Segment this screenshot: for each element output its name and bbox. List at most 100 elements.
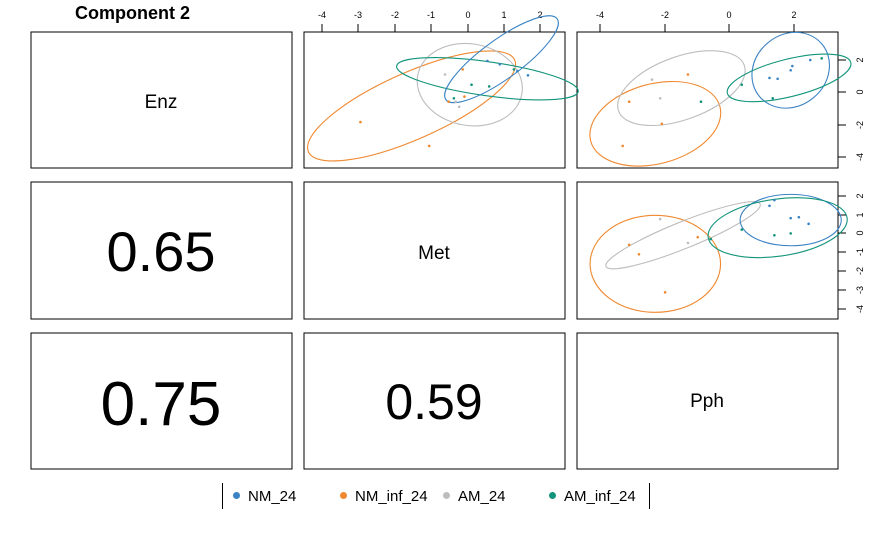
top-axis-met: -4 -3 -2 -1 0 1 2: [318, 10, 543, 33]
scatter-point-nm-24: [526, 74, 530, 77]
pairs-plot-canvas: Enz Met Pph 0.65 0.75 0.59 -4 -3 -2 -1 0…: [30, 10, 865, 470]
right-axis-met-tick: 0: [855, 230, 865, 235]
diagonal-label-enz: Enz: [145, 92, 178, 113]
scatter-point-am-inf-24: [771, 97, 775, 100]
confidence-ellipse-am-inf-24: [396, 57, 579, 101]
panel-frame-r1c3: [576, 31, 839, 169]
diagonal-label-pph: Pph: [690, 391, 724, 412]
scatter-point-nm-24: [776, 77, 779, 81]
scatter-point-am-24: [443, 73, 447, 76]
scatter-point-am-inf-24: [699, 100, 703, 103]
scatter-point-nm-24: [773, 198, 776, 202]
scatter-point-nm-inf-24: [461, 68, 465, 71]
scatter-point-nm-inf-24: [463, 95, 466, 98]
top-axis-met-tick: 0: [465, 10, 470, 20]
scatter-point-nm-24: [797, 215, 801, 219]
confidence-ellipse-am-inf-24: [707, 197, 848, 259]
panel-frame-r2c1: [30, 181, 293, 320]
legend: NM_24 NM_inf_24 AM_24 AM_inf_24: [222, 483, 650, 509]
scatter-point-nm-24: [789, 68, 792, 72]
right-axis-met-tick: 1: [855, 212, 865, 217]
panel-frame-r3c3: [576, 332, 839, 470]
scatter-point-nm-inf-24: [427, 144, 431, 148]
confidence-ellipse-nm-inf-24: [307, 50, 517, 162]
scatter-point-am-24: [658, 217, 662, 221]
panel-frame-r1c1: [30, 31, 293, 169]
panel-frame-r3c2: [303, 332, 566, 470]
scatter-point-nm-24: [486, 59, 489, 63]
scatter-point-am-inf-24: [789, 232, 792, 235]
scatter-panel-met-enz: [307, 15, 579, 162]
scatter-point-am-24: [650, 78, 654, 81]
scatter-point-nm-24: [498, 63, 502, 66]
confidence-ellipse-nm-24: [739, 193, 842, 247]
scatter-point-am-inf-24: [487, 85, 491, 88]
right-axis-met-tick: 2: [855, 193, 865, 198]
scatter-point-nm-inf-24: [686, 73, 690, 76]
right-axis-enz-tick: -4: [855, 153, 865, 161]
scatter-panel-pph-enz: [589, 31, 852, 167]
scatter-point-nm-inf-24: [663, 291, 667, 294]
scatter-point-nm-inf-24: [660, 122, 664, 126]
confidence-ellipse-am-24: [416, 42, 523, 127]
scatter-point-nm-24: [807, 222, 810, 226]
scatter-point-am-inf-24: [452, 97, 456, 100]
scatter-point-nm-24: [789, 216, 792, 220]
scatter-point-am-inf-24: [512, 68, 516, 71]
chart-title: Component 2: [75, 3, 190, 23]
top-axis-pph-tick: 2: [791, 10, 796, 20]
scatter-point-am-inf-24: [740, 228, 744, 231]
legend-label: NM_24: [248, 488, 297, 505]
top-axis-met-tick: -4: [318, 10, 326, 20]
confidence-ellipse-nm-24: [444, 15, 559, 104]
confidence-ellipse-am-24: [617, 50, 746, 127]
right-axis-met-tick: -3: [855, 286, 865, 294]
scatter-point-nm-inf-24: [621, 144, 624, 148]
scatter-point-nm-24: [516, 69, 519, 73]
scatter-point-nm-24: [768, 204, 771, 208]
scatter-point-am-24: [454, 100, 457, 103]
legend-item-am-24: AM_24: [443, 488, 506, 505]
right-axis-enz: 2 0 -2 -4: [838, 57, 865, 161]
legend-label: NM_inf_24: [355, 488, 428, 505]
scatter-point-nm-24: [808, 58, 812, 62]
scatter-point-am-inf-24: [773, 233, 776, 237]
scatter-point-nm-24: [791, 64, 794, 68]
right-axis-enz-tick: 0: [855, 89, 865, 94]
confidence-ellipse-nm-inf-24: [589, 214, 722, 313]
top-axis-met-tick: -2: [391, 10, 399, 20]
top-axis-met-tick: -3: [354, 10, 362, 20]
confidence-ellipse-am-24: [605, 201, 761, 270]
scatter-point-am-inf-24: [470, 83, 473, 86]
right-axis-met-tick: -4: [855, 305, 865, 313]
correlation-label-r3c1: 0.75: [101, 370, 222, 439]
panel-frame-r3c1: [30, 332, 293, 470]
top-axis-met-tick: 2: [537, 10, 542, 20]
legend-item-nm-24: NM_24: [233, 488, 296, 505]
right-axis-met-tick: -1: [855, 248, 865, 256]
scatter-point-am-24: [686, 241, 690, 245]
scatter-point-am-24: [658, 97, 662, 100]
legend-label: AM_24: [458, 488, 506, 505]
confidence-ellipse-nm-24: [751, 31, 831, 109]
legend-item-nm-inf-24: NM_inf_24: [340, 488, 428, 505]
top-axis-met-tick: 1: [501, 10, 506, 20]
top-axis-met-tick: -1: [427, 10, 435, 20]
confidence-ellipse-nm-inf-24: [589, 80, 722, 167]
panel-frame-r2c3: [576, 181, 839, 320]
scatter-point-nm-inf-24: [359, 120, 362, 124]
panel-frame-r2c2: [303, 181, 566, 320]
legend-item-am-inf-24: AM_inf_24: [549, 488, 636, 505]
scatter-point-nm-24: [768, 76, 771, 80]
scatter-point-nm-inf-24: [627, 100, 631, 103]
scatter-point-am-inf-24: [709, 237, 713, 241]
scatter-point-nm-inf-24: [627, 243, 631, 247]
legend-marker: [549, 492, 556, 499]
legend-marker: [233, 492, 240, 499]
top-axis-pph: -4 -2 0 2: [596, 10, 797, 33]
top-axis-pph-tick: -4: [596, 10, 604, 20]
scatter-point-nm-inf-24: [447, 100, 450, 103]
scatter-point-am-inf-24: [820, 57, 823, 60]
diagonal-label-met: Met: [418, 243, 450, 264]
